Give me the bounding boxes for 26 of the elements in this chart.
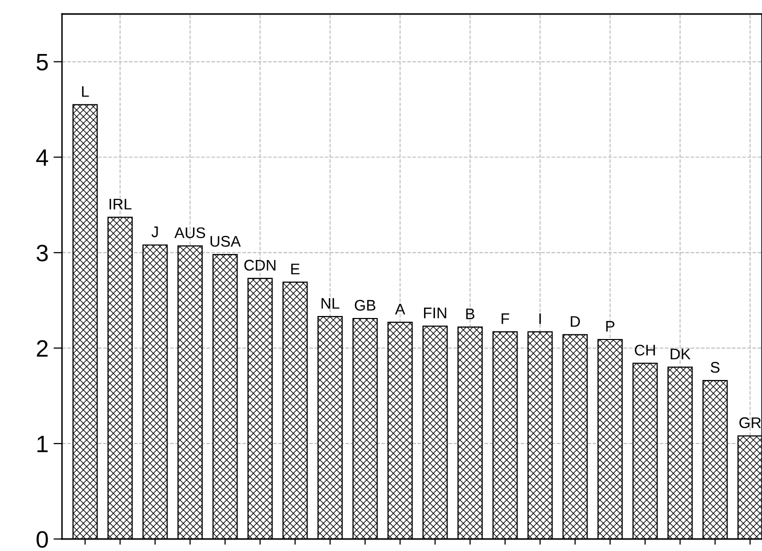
x-tick-label: USA	[210, 236, 241, 247]
x-tick-label: AUS	[174, 227, 206, 238]
x-tick-label: CH	[634, 344, 655, 356]
x-tick-label: J	[152, 226, 158, 238]
x-tick-label: FIN	[424, 308, 446, 318]
y-tick-label: 0	[36, 531, 48, 548]
x-tick-label: S	[710, 362, 720, 373]
x-tick-label: GR	[739, 417, 761, 428]
x-tick-label: F	[502, 313, 510, 324]
x-tick-label: GB	[354, 300, 376, 311]
x-tick-label: I	[539, 313, 541, 324]
y-tick-label: 5	[36, 54, 48, 71]
x-tick-label: CDN	[244, 260, 276, 271]
x-tick-label: L	[82, 86, 89, 97]
y-tick-label: 4	[36, 149, 48, 166]
x-tick-label: IRL	[110, 198, 132, 210]
y-tick-label: 3	[36, 244, 48, 262]
x-tick-label: A	[395, 304, 406, 314]
x-tick-label: DK	[670, 348, 691, 360]
x-tick-label: E	[291, 264, 300, 274]
x-tick-label: NL	[322, 298, 340, 309]
x-tick-label: D	[570, 316, 580, 327]
x-tick-label: B	[466, 308, 474, 320]
y-tick-label: 1	[37, 436, 48, 452]
x-tick-label: P	[606, 321, 614, 332]
y-tick-label: 2	[36, 340, 48, 357]
